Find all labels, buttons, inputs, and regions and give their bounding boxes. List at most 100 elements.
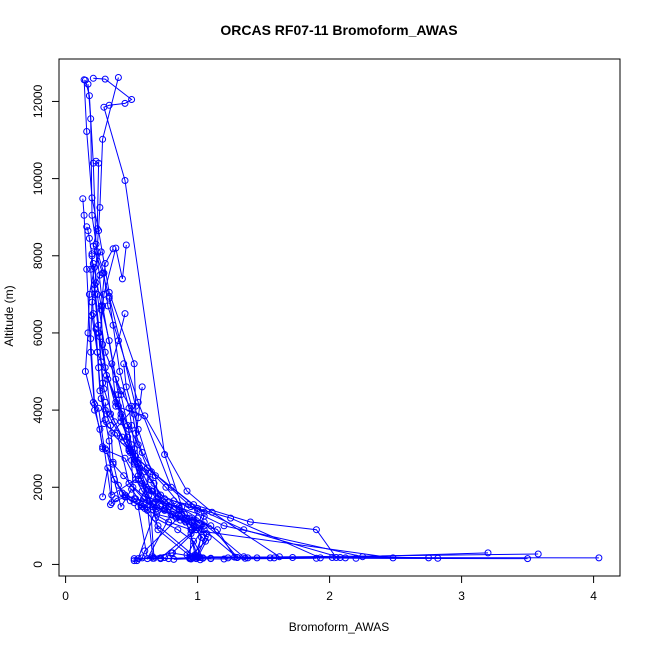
data-point bbox=[182, 518, 190, 526]
data-point bbox=[341, 554, 349, 562]
data-point bbox=[118, 275, 126, 283]
data-point bbox=[121, 454, 129, 462]
x-tick-label: 2 bbox=[326, 589, 333, 603]
data-point bbox=[241, 554, 249, 562]
data-point bbox=[117, 503, 125, 511]
data-point bbox=[270, 554, 278, 562]
x-tick-label: 4 bbox=[590, 589, 597, 603]
data-point bbox=[136, 464, 143, 472]
data-point bbox=[162, 483, 170, 491]
data-point bbox=[121, 99, 129, 107]
data-point bbox=[132, 429, 140, 437]
data-point bbox=[104, 464, 112, 472]
data-point bbox=[112, 375, 120, 383]
y-tick-label: 8000 bbox=[31, 242, 45, 269]
data-point bbox=[108, 491, 116, 499]
profile-line bbox=[95, 329, 244, 559]
data-point bbox=[200, 522, 208, 530]
data-point bbox=[83, 128, 91, 135]
y-axis: 0 2000 4000 6000 8000 10000 12000 bbox=[31, 84, 60, 568]
data-point bbox=[149, 554, 157, 562]
data-point bbox=[170, 497, 178, 505]
data-point bbox=[134, 414, 142, 422]
data-point bbox=[97, 248, 105, 256]
data-point bbox=[101, 260, 109, 267]
data-point bbox=[524, 555, 532, 563]
y-tick-label: 4000 bbox=[31, 396, 45, 423]
data-point bbox=[85, 290, 93, 298]
y-axis-label: Altitude (m) bbox=[2, 285, 16, 346]
data-point bbox=[83, 265, 91, 273]
data-point bbox=[595, 554, 603, 562]
data-point bbox=[312, 526, 320, 534]
data-point bbox=[99, 135, 107, 143]
x-tick-label: 0 bbox=[62, 589, 69, 603]
profile-line bbox=[102, 466, 199, 559]
x-axis-label: Bromoform_AWAS bbox=[289, 620, 389, 634]
data-point bbox=[110, 476, 118, 483]
data-point bbox=[170, 555, 178, 563]
profile-series bbox=[101, 445, 206, 562]
data-point bbox=[93, 225, 101, 233]
data-point bbox=[105, 294, 113, 302]
data-point bbox=[213, 526, 221, 534]
data-point bbox=[166, 503, 174, 511]
data-point bbox=[108, 499, 116, 507]
data-point bbox=[112, 244, 120, 252]
data-point bbox=[203, 530, 211, 538]
data-point bbox=[194, 514, 202, 522]
data-point bbox=[112, 495, 120, 503]
data-point bbox=[100, 290, 108, 298]
data-point bbox=[97, 302, 105, 310]
data-point bbox=[200, 508, 208, 516]
data-point bbox=[153, 495, 161, 503]
data-point bbox=[103, 410, 110, 418]
data-point bbox=[190, 554, 198, 562]
data-point bbox=[88, 211, 96, 219]
data-point bbox=[128, 96, 136, 103]
data-point bbox=[227, 514, 235, 522]
data-point bbox=[95, 159, 103, 167]
data-point bbox=[151, 514, 159, 522]
data-point bbox=[196, 556, 204, 564]
data-point bbox=[88, 312, 96, 320]
data-point bbox=[194, 506, 202, 514]
data-point bbox=[117, 414, 125, 422]
data-point bbox=[92, 325, 100, 333]
data-point bbox=[100, 420, 108, 428]
data-point bbox=[124, 433, 132, 441]
data-point bbox=[79, 195, 87, 203]
data-point bbox=[113, 429, 121, 437]
data-point bbox=[109, 245, 117, 253]
data-point bbox=[101, 445, 109, 453]
data-point bbox=[114, 481, 122, 489]
data-point bbox=[134, 472, 142, 480]
data-point bbox=[200, 518, 208, 526]
y-tick-label: 2000 bbox=[31, 474, 45, 501]
data-point bbox=[128, 402, 136, 410]
data-point bbox=[129, 483, 137, 491]
data-point bbox=[125, 479, 133, 487]
profile-line bbox=[104, 402, 183, 559]
data-point bbox=[173, 514, 180, 522]
data-point bbox=[117, 391, 125, 399]
data-point bbox=[112, 398, 120, 406]
data-point bbox=[202, 537, 209, 545]
data-point bbox=[121, 310, 129, 318]
data-point bbox=[198, 533, 206, 541]
data-point bbox=[154, 522, 162, 530]
data-point bbox=[85, 234, 93, 242]
data-point bbox=[117, 410, 125, 418]
data-point bbox=[89, 398, 97, 406]
data-point bbox=[192, 526, 200, 534]
data-point bbox=[138, 449, 146, 456]
data-point bbox=[93, 290, 101, 298]
data-point bbox=[107, 422, 114, 429]
data-point bbox=[109, 460, 117, 468]
data-point bbox=[174, 526, 182, 534]
data-point bbox=[186, 554, 194, 561]
data-point bbox=[96, 204, 104, 211]
y-tick-label: 0 bbox=[31, 561, 45, 568]
data-point bbox=[107, 501, 114, 509]
profile-line bbox=[84, 251, 229, 559]
